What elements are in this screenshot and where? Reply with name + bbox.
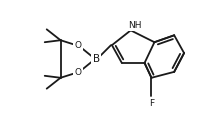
Text: O: O [75, 68, 82, 77]
Text: O: O [75, 41, 82, 50]
Text: NH: NH [128, 21, 141, 30]
Text: F: F [149, 99, 154, 108]
Text: B: B [93, 54, 100, 64]
